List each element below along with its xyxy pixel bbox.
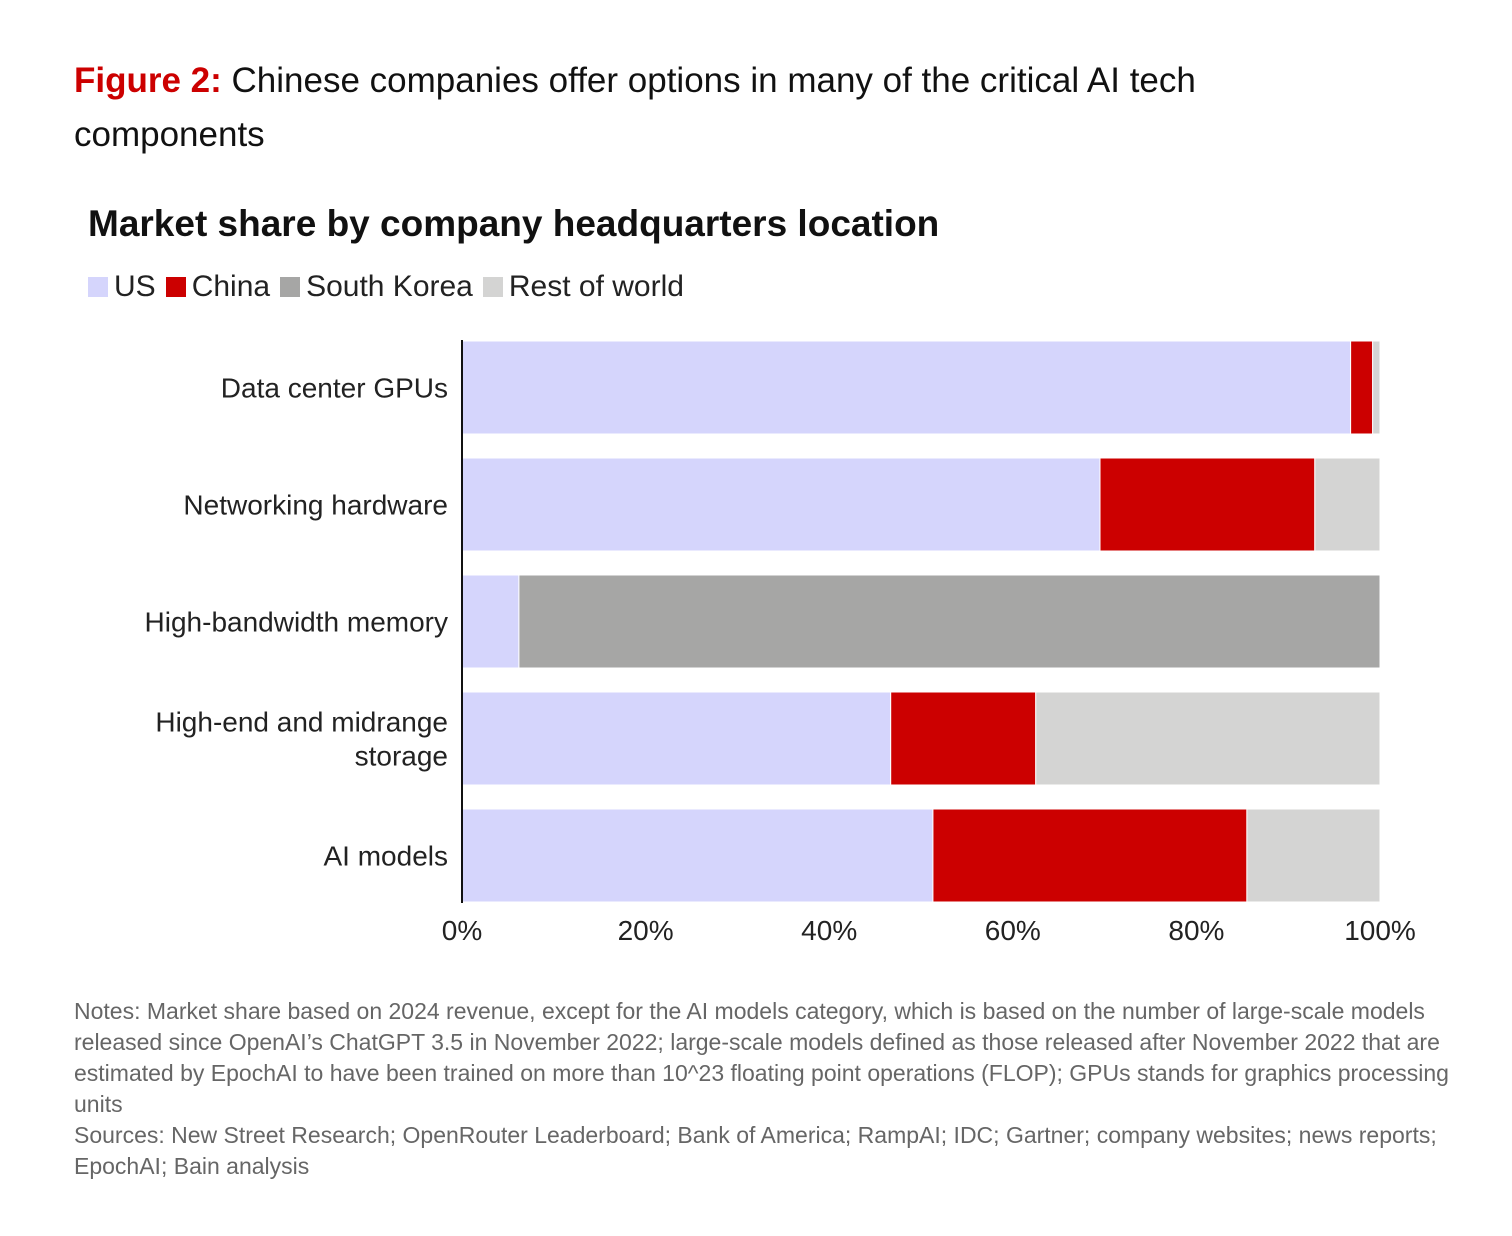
category-label-line: High-end and midrange (155, 707, 448, 738)
bar-data-center-gpus-us (461, 340, 1352, 435)
bar-data-center-gpus-china (1350, 340, 1374, 435)
bar-ai-models-china (932, 808, 1248, 903)
x-tick-label: 60% (985, 915, 1041, 946)
notes-block: Notes: Market share based on 2024 revenu… (74, 996, 1454, 1182)
category-label-line: High-bandwidth memory (145, 607, 448, 638)
category-label: High-end and midrange storage (155, 707, 448, 772)
legend-swatch (482, 277, 503, 297)
bar-networking-hardware-us (461, 457, 1101, 552)
bar-ai-models-us (461, 808, 934, 903)
chart-title: Market share by company headquarters loc… (88, 203, 940, 244)
bar-high-end-and-midrange-storage-rest-of-world (1035, 691, 1381, 786)
bar-data-center-gpus-rest-of-world (1372, 340, 1381, 435)
category-label-line: AI models (324, 841, 449, 872)
category-label-line: Data center GPUs (221, 373, 448, 404)
category-label: Data center GPUs (221, 373, 448, 404)
legend-swatch (165, 277, 186, 297)
bar-chart: Data center GPUs Networking hardware High-… (145, 340, 1416, 946)
figure-title-text: Chinese companies offer options in many … (74, 61, 1196, 154)
bar-high-bandwidth-memory-us (461, 574, 520, 669)
x-tick-label: 40% (801, 915, 857, 946)
bar-high-bandwidth-memory-south-korea (518, 574, 1381, 669)
legend-label: US (114, 270, 156, 303)
bar-high-end-and-midrange-storage-us (461, 691, 892, 786)
bar-ai-models-rest-of-world (1246, 808, 1381, 903)
x-tick-label: 20% (618, 915, 674, 946)
legend-item-us: US (88, 270, 156, 304)
category-label-line: Networking hardware (183, 490, 448, 521)
notes-text: Notes: Market share based on 2024 revenu… (74, 998, 1449, 1117)
legend-label: Rest of world (508, 270, 684, 303)
legend-label: South Korea (306, 270, 473, 303)
x-tick-label: 0% (442, 915, 482, 946)
figure-title: Figure 2: Chinese companies offer option… (74, 54, 1314, 162)
figure-label: Figure 2: (74, 61, 222, 100)
x-tick-label: 100% (1344, 915, 1416, 946)
sources-text: Sources: New Street Research; OpenRouter… (74, 1122, 1437, 1179)
legend-swatch (88, 277, 108, 297)
category-label: AI models (324, 841, 449, 872)
bar-high-end-and-midrange-storage-china (890, 691, 1037, 786)
legend-item-rest-of-world: Rest of world (482, 270, 684, 304)
category-label: Networking hardware (183, 490, 448, 521)
legend-swatch (280, 277, 301, 297)
legend-label: China (191, 270, 271, 303)
bar-networking-hardware-rest-of-world (1314, 457, 1381, 552)
x-tick-label: 80% (1168, 915, 1224, 946)
category-label-line: storage (355, 741, 448, 772)
legend-item-south-korea: South Korea (280, 270, 473, 304)
category-label: High-bandwidth memory (145, 607, 448, 638)
bar-networking-hardware-china (1099, 457, 1316, 552)
chart-legend: US China South Korea Rest of world (88, 270, 694, 304)
legend-item-china: China (165, 270, 271, 304)
